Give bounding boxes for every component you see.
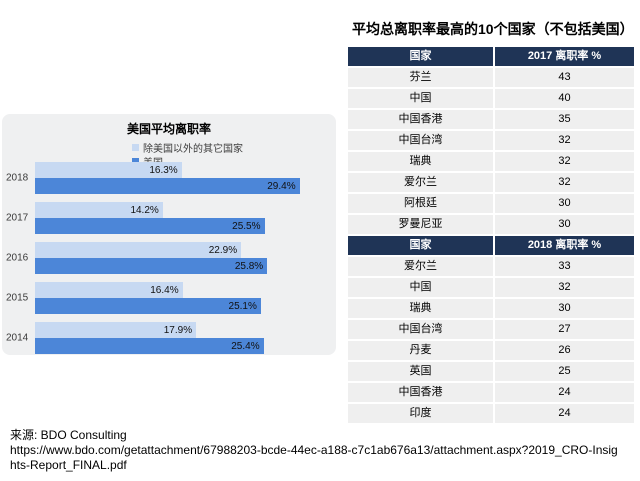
table-row: 丹麦 26 [348, 341, 634, 360]
country-cell: 芬兰 [348, 68, 493, 87]
country-cell: 印度 [348, 404, 493, 423]
table-row: 中国香港 35 [348, 110, 634, 129]
table-title: 平均总离职率最高的10个国家（不包括美国） [352, 21, 634, 37]
country-cell: 阿根廷 [348, 194, 493, 213]
country-cell: 丹麦 [348, 341, 493, 360]
bar-us: 25.5% [35, 218, 265, 234]
table-row: 中国 32 [348, 278, 634, 297]
rate-cell: 25 [495, 362, 634, 381]
legend-swatch-us-icon [132, 157, 139, 165]
table-row: 中国台湾 32 [348, 131, 634, 150]
source-note: 来源: BDO Consulting https://www.bdo.com/g… [10, 428, 624, 473]
source-url: https://www.bdo.com/getattachment/679882… [10, 443, 618, 472]
rate-cell: 26 [495, 341, 634, 360]
rate-cell: 40 [495, 89, 634, 108]
bar-other: 22.9% [35, 242, 242, 258]
axis-label-year: 2017 [6, 212, 29, 224]
rate-cell: 33 [495, 257, 634, 276]
country-cell: 爱尔兰 [348, 257, 493, 276]
country-cell: 英国 [348, 362, 493, 381]
rate-cell: 43 [495, 68, 634, 87]
rate-cell: 32 [495, 152, 634, 171]
table-header-row: 国家 2017 离职率 % [348, 47, 634, 66]
table-header-row: 国家 2018 离职率 % [348, 236, 634, 255]
country-cell: 中国香港 [348, 383, 493, 402]
country-cell: 瑞典 [348, 152, 493, 171]
table-row: 爱尔兰 32 [348, 173, 634, 192]
bar-us: 25.1% [35, 298, 261, 314]
table-row: 芬兰 43 [348, 68, 634, 87]
bar-group-2016: 2016 22.9% 25.8% [6, 242, 300, 274]
table-row: 中国 40 [348, 89, 634, 108]
legend-item-other: 除美国以外的其它国家 [132, 140, 336, 155]
table-row: 瑞典 30 [348, 299, 634, 318]
rate-cell: 32 [495, 173, 634, 192]
country-cell: 罗曼尼亚 [348, 215, 493, 234]
rate-cell: 24 [495, 383, 634, 402]
chart-title: 美国平均离职率 [126, 122, 211, 136]
rate-cell: 30 [495, 299, 634, 318]
table-row: 英国 25 [348, 362, 634, 381]
country-cell: 瑞典 [348, 299, 493, 318]
country-cell: 中国香港 [348, 110, 493, 129]
bar-other: 14.2% [35, 202, 163, 218]
table-row: 阿根廷 30 [348, 194, 634, 213]
table-row: 罗曼尼亚 30 [348, 215, 634, 234]
legend-swatch-other-icon [132, 143, 139, 151]
country-header-cell: 国家 [348, 47, 493, 66]
country-cell: 中国台湾 [348, 131, 493, 150]
source-label: 来源: BDO Consulting [10, 428, 127, 442]
table-row: 中国台湾 27 [348, 320, 634, 339]
axis-label-year: 2015 [6, 292, 29, 304]
table-row: 印度 24 [348, 404, 634, 423]
rate-cell: 24 [495, 404, 634, 423]
bar-us: 25.8% [35, 258, 268, 274]
bar-other: 16.4% [35, 282, 183, 298]
table-row: 瑞典 32 [348, 152, 634, 171]
country-cell: 中国 [348, 89, 493, 108]
bar-other: 16.3% [35, 162, 182, 178]
country-cell: 爱尔兰 [348, 173, 493, 192]
rate-cell: 30 [495, 215, 634, 234]
axis-label-year: 2018 [6, 172, 29, 184]
bar-group-2018: 2018 16.3% 29.4% [6, 162, 300, 194]
rate-cell: 35 [495, 110, 634, 129]
rate-cell: 30 [495, 194, 634, 213]
rate-header-cell: 2018 离职率 % [495, 236, 634, 255]
country-header-cell: 国家 [348, 236, 493, 255]
rate-cell: 32 [495, 278, 634, 297]
bar-us: 29.4% [35, 178, 300, 194]
country-cell: 中国台湾 [348, 320, 493, 339]
rate-cell: 32 [495, 131, 634, 150]
country-cell: 中国 [348, 278, 493, 297]
table-row: 爱尔兰 33 [348, 257, 634, 276]
bar-us: 25.4% [35, 338, 264, 354]
bar-group-2015: 2015 16.4% 25.1% [6, 282, 300, 314]
bar-group-2014: 2014 17.9% 25.4% [6, 322, 300, 354]
bar-group-2017: 2017 14.2% 25.5% [6, 202, 300, 234]
axis-label-year: 2016 [6, 252, 29, 264]
rate-header-cell: 2017 离职率 % [495, 47, 634, 66]
axis-label-year: 2014 [6, 332, 29, 344]
us-turnover-chart: 美国平均离职率 除美国以外的其它国家 美国 201816.3%29.4%2017… [2, 114, 336, 355]
top-countries-table: 国家 2017 离职率 % 芬兰 43 中国 40 中国香港 35 中国台湾 32 瑞典 32 爱尔兰 3… [348, 47, 634, 425]
bar-chart-plot: 2018 16.3% 29.4% 2017 14.2% 25.5% 2016 22.9% 25.… [6, 162, 300, 362]
bar-other: 17.9% [35, 322, 197, 338]
table-row: 中国香港 24 [348, 383, 634, 402]
legend-label-other: 除美国以外的其它国家 [143, 143, 243, 155]
rate-cell: 27 [495, 320, 634, 339]
